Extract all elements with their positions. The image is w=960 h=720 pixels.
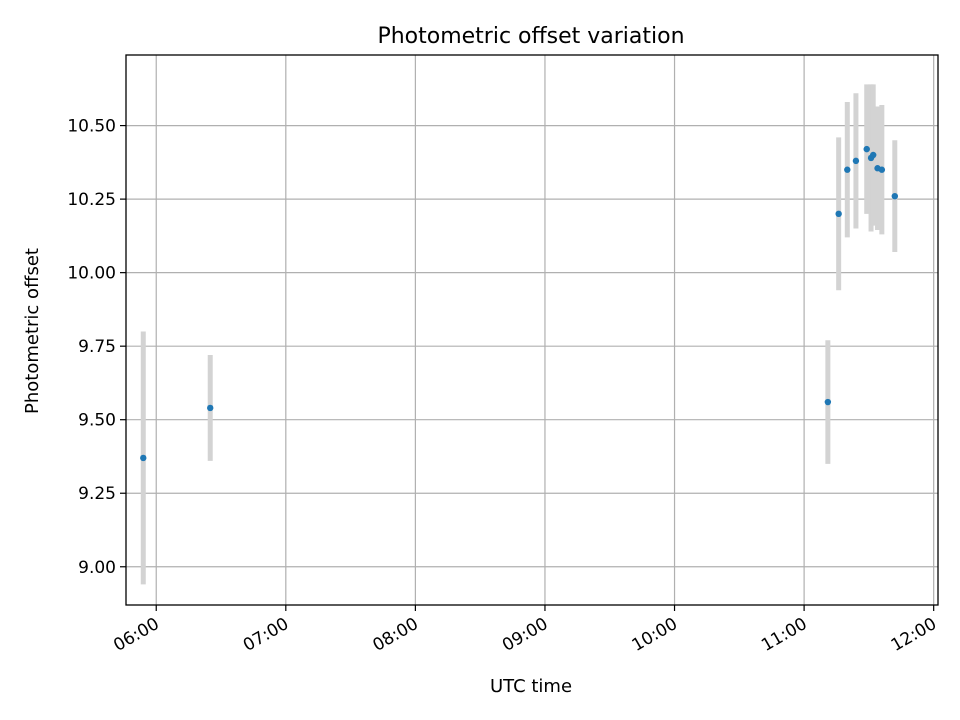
y-tick-label: 10.25	[67, 190, 116, 210]
data-point	[870, 151, 877, 159]
y-axis-label: Photometric offset	[22, 248, 43, 414]
y-tick-label: 9.25	[78, 484, 116, 504]
plot-frame	[125, 54, 939, 606]
x-tick-label: 08:00	[369, 614, 421, 656]
data-point	[878, 166, 886, 173]
data-point	[835, 210, 842, 218]
data-point	[207, 404, 214, 412]
y-tick-label: 9.00	[78, 558, 116, 578]
data-point	[140, 454, 147, 462]
y-tick-label: 10.00	[67, 264, 116, 284]
x-tick-label: 06:00	[110, 614, 162, 656]
x-axis-ticks: 06:00 07:00 08:00 09:00 10:00 11:00 12:00	[110, 605, 940, 656]
chart-title: Photometric offset variation	[377, 24, 684, 49]
x-tick-label: 10:00	[629, 614, 681, 656]
x-axis-label: UTC time	[490, 676, 572, 697]
data-point	[824, 398, 832, 406]
x-tick-label: 09:00	[499, 614, 551, 656]
x-tick-label: 11:00	[758, 614, 810, 656]
x-tick-label: 12:00	[888, 614, 940, 656]
y-tick-label: 9.50	[78, 411, 116, 431]
y-axis-ticks: 9.00 9.25 9.50 9.75 10.00 10.25 10.50	[67, 117, 126, 578]
plot-area	[126, 55, 938, 605]
data-point	[844, 166, 851, 173]
error-bars	[140, 84, 898, 585]
grid	[126, 55, 938, 605]
data-point	[863, 145, 870, 153]
y-tick-label: 10.50	[67, 117, 116, 137]
y-tick-label: 9.75	[78, 337, 116, 357]
data-point	[891, 192, 899, 200]
data-points	[140, 145, 899, 462]
x-tick-label: 07:00	[240, 614, 292, 656]
data-point	[852, 157, 860, 165]
